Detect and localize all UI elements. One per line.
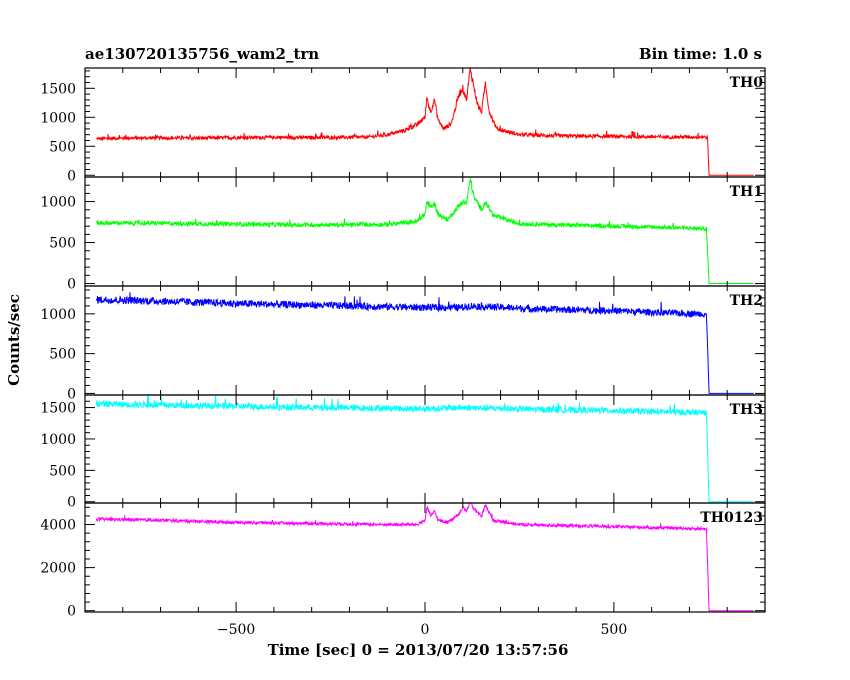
y-tick-label: 500 [49, 463, 76, 479]
y-tick-label: 1000 [40, 307, 76, 323]
panels-group: 0 500 1000 1500 TH0 0 500 1000 TH1 0 500 1000 TH2 0 50… [40, 67, 766, 638]
panel-th3: 0 500 1000 1500 TH3 [40, 394, 766, 511]
x-tick-label: 0 [421, 622, 430, 638]
y-tick-label: 0 [67, 277, 76, 293]
y-tick-label: 0 [67, 604, 76, 620]
x-tick-label: 500 [601, 622, 628, 638]
series-line-th3 [95, 395, 754, 503]
panel-name-th1: TH1 [730, 184, 763, 200]
y-tick-label: 500 [49, 347, 76, 363]
panel-name-th2: TH2 [730, 293, 763, 309]
panel-th2: 0 500 1000 TH2 [40, 285, 766, 402]
y-tick-label: 0 [67, 386, 76, 402]
y-tick-label: 1000 [40, 432, 76, 448]
y-tick-label: 2000 [40, 561, 76, 577]
chart-title: ae130720135756_wam2_trn [85, 45, 319, 63]
y-tick-label: 1000 [40, 110, 76, 126]
x-tick-label: −500 [217, 622, 255, 638]
y-axis-label: Counts/sec [5, 294, 23, 386]
y-tick-label: 1000 [40, 195, 76, 211]
panel-name-th3: TH3 [730, 402, 763, 418]
bin-time-label: Bin time: 1.0 s [639, 45, 762, 63]
y-tick-label: 0 [67, 168, 76, 184]
series-line-th1 [96, 178, 754, 284]
panel-frame-th0 [84, 67, 766, 178]
series-line-th0123 [95, 502, 754, 612]
y-tick-label: 500 [49, 139, 76, 155]
series-line-th0 [96, 67, 754, 176]
y-tick-label: 0 [67, 495, 76, 511]
y-tick-label: 1500 [40, 81, 76, 97]
panel-th0123: 0 2000 4000 TH0123 [40, 502, 766, 620]
panel-frame-th2 [84, 285, 766, 396]
panel-th0: 0 500 1000 1500 TH0 [40, 67, 766, 184]
y-tick-label: 1500 [40, 401, 76, 417]
panel-th1: 0 500 1000 TH1 [40, 176, 766, 293]
panel-name-th0: TH0 [730, 75, 764, 91]
panel-name-th0123: TH0123 [700, 510, 763, 526]
series-line-th2 [95, 292, 754, 394]
x-axis-label: Time [sec] 0 = 2013/07/20 13:57:56 [268, 641, 569, 659]
y-tick-label: 500 [49, 236, 76, 252]
panel-frame-th1 [84, 176, 766, 287]
y-tick-label: 4000 [40, 518, 76, 534]
